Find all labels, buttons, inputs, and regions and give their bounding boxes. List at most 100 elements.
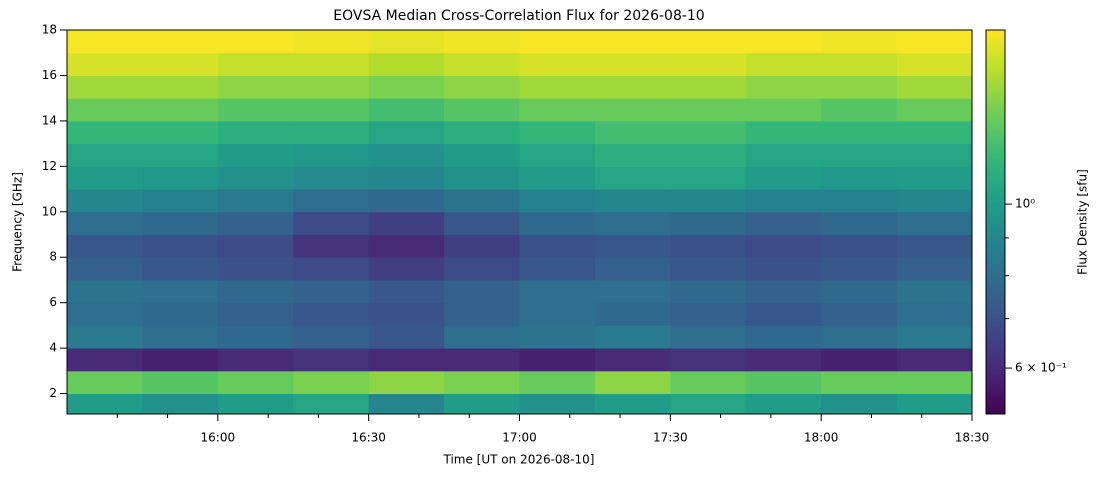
y-axis-label: Frequency [GHz] xyxy=(11,172,25,272)
heatmap-cell xyxy=(368,52,445,76)
heatmap-cell xyxy=(67,348,143,372)
heatmap-cell xyxy=(745,98,822,122)
heatmap-cell xyxy=(293,325,370,349)
y-tick-label: 8 xyxy=(49,250,57,264)
heatmap-cell xyxy=(594,257,671,281)
heatmap-cell xyxy=(745,393,822,415)
heatmap-cell xyxy=(594,98,671,122)
heatmap-cell xyxy=(368,189,445,213)
heatmap-cell xyxy=(670,98,747,122)
heatmap-cell xyxy=(519,325,596,349)
heatmap-cell xyxy=(217,143,294,167)
heatmap-cell xyxy=(293,30,370,54)
heatmap-cell xyxy=(217,370,294,395)
heatmap-cell xyxy=(67,189,143,213)
y-tick-label: 2 xyxy=(49,386,57,400)
heatmap-cell xyxy=(142,257,219,281)
heatmap-cell xyxy=(670,234,747,258)
y-tick-label: 4 xyxy=(49,341,57,355)
heatmap-cell xyxy=(217,393,294,415)
heatmap-cell xyxy=(444,393,520,415)
heatmap-cell xyxy=(896,166,973,190)
heatmap-cell xyxy=(67,325,143,349)
heatmap-cell xyxy=(142,75,219,99)
heatmap-cell xyxy=(896,189,973,213)
heatmap-cell xyxy=(142,30,219,54)
heatmap-cell xyxy=(670,52,747,76)
heatmap-cell xyxy=(67,143,143,167)
heatmap-cell xyxy=(368,75,445,99)
colorbar-tick-label: 6 × 10⁻¹ xyxy=(1015,361,1067,375)
heatmap-cell xyxy=(594,30,671,54)
heatmap-cell xyxy=(293,348,370,372)
heatmap-cell xyxy=(142,166,219,190)
heatmap-cell xyxy=(594,393,671,415)
heatmap-cell xyxy=(519,279,596,304)
heatmap-cell xyxy=(142,234,219,258)
x-tick-label: 17:30 xyxy=(653,431,688,445)
heatmap-cell xyxy=(217,279,294,304)
heatmap-cell xyxy=(821,325,898,349)
heatmap-cell xyxy=(821,98,898,122)
heatmap-cell xyxy=(368,279,445,304)
heatmap-cell xyxy=(519,257,596,281)
y-tick-label: 16 xyxy=(42,68,57,82)
heatmap-cell xyxy=(519,75,596,99)
heatmap-cell xyxy=(293,120,370,145)
heatmap-cell xyxy=(519,52,596,76)
heatmap-cell xyxy=(293,75,370,99)
heatmap-cell xyxy=(821,348,898,372)
heatmap-cell xyxy=(896,98,973,122)
heatmap-cell xyxy=(896,325,973,349)
heatmap-cell xyxy=(745,302,822,326)
heatmap-cell xyxy=(444,98,520,122)
heatmap-cell xyxy=(821,30,898,54)
heatmap-cell xyxy=(821,257,898,281)
heatmap-cell xyxy=(821,120,898,145)
x-tick-label: 18:00 xyxy=(804,431,839,445)
heatmap-cell xyxy=(142,393,219,415)
heatmap-cell xyxy=(217,120,294,145)
heatmap-cell xyxy=(519,189,596,213)
heatmap-cell xyxy=(444,370,520,395)
heatmap-cell xyxy=(670,393,747,415)
heatmap-cell xyxy=(444,302,520,326)
heatmap-cell xyxy=(444,120,520,145)
heatmap-cell xyxy=(67,211,143,235)
heatmap-cell xyxy=(142,348,219,372)
heatmap-cell xyxy=(293,370,370,395)
heatmap-cell xyxy=(594,52,671,76)
heatmap-cell xyxy=(142,211,219,235)
heatmap-cell xyxy=(745,30,822,54)
heatmap-cell xyxy=(519,234,596,258)
heatmap-cell xyxy=(444,325,520,349)
heatmap-cell xyxy=(217,234,294,258)
heatmap-cell xyxy=(67,393,143,415)
heatmap-cell xyxy=(519,166,596,190)
heatmap-cell xyxy=(142,52,219,76)
heatmap-cell xyxy=(368,143,445,167)
heatmap-cell xyxy=(293,257,370,281)
heatmap-cell xyxy=(293,302,370,326)
heatmap-cell xyxy=(594,348,671,372)
heatmap-cell xyxy=(594,302,671,326)
heatmap-cell xyxy=(896,393,973,415)
heatmap-cell xyxy=(896,120,973,145)
y-tick-label: 12 xyxy=(42,159,57,173)
heatmap-cell xyxy=(896,75,973,99)
heatmap-cell xyxy=(745,211,822,235)
heatmap-cell xyxy=(821,370,898,395)
heatmap-cell xyxy=(368,393,445,415)
heatmap-cell xyxy=(293,211,370,235)
y-tick-label: 10 xyxy=(42,204,57,218)
heatmap-cell xyxy=(896,370,973,395)
heatmap-cell xyxy=(670,370,747,395)
heatmap-cell xyxy=(670,166,747,190)
heatmap-cell xyxy=(896,143,973,167)
colorbar-tick-label: 10⁰ xyxy=(1015,197,1035,211)
heatmap-cell xyxy=(821,143,898,167)
heatmap-cell xyxy=(368,325,445,349)
heatmap-cell xyxy=(745,189,822,213)
heatmap-cell xyxy=(293,279,370,304)
